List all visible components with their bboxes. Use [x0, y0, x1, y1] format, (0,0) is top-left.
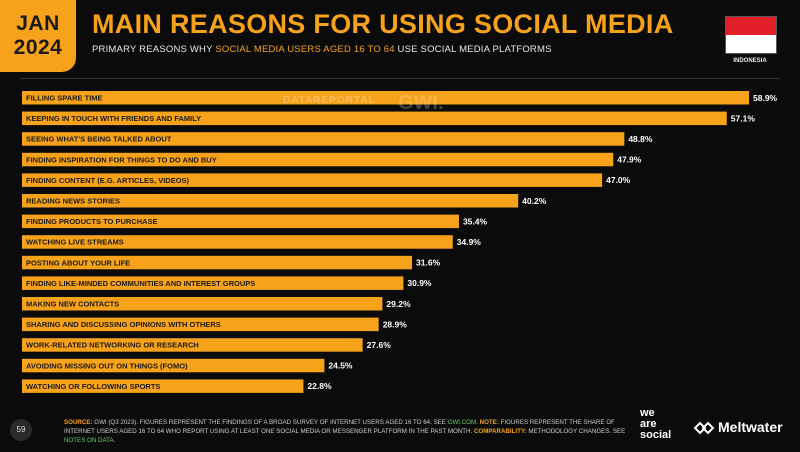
bar-value-label: 40.2% — [522, 196, 547, 206]
subtitle-pre: PRIMARY REASONS WHY — [92, 44, 216, 55]
bar-value-label: 27.6% — [367, 340, 392, 350]
note-label: NOTE: — [479, 419, 499, 426]
bar — [22, 276, 404, 290]
bar — [22, 132, 625, 146]
indonesia-flag-icon — [725, 16, 777, 54]
bar — [22, 194, 519, 208]
bar-category-label: KEEPING IN TOUCH WITH FRIENDS AND FAMILY — [26, 114, 201, 123]
source-label: SOURCE: — [64, 419, 93, 426]
bar-value-label: 22.8% — [307, 381, 332, 391]
bar-value-label: 24.5% — [328, 361, 353, 371]
bar-value-label: 35.4% — [463, 216, 488, 226]
meltwater-icon — [693, 421, 715, 435]
bar-category-label: SHARING AND DISCUSSING OPINIONS WITH OTH… — [26, 320, 221, 329]
date-badge: JAN 2024 — [0, 0, 76, 72]
bar-value-label: 57.1% — [731, 113, 756, 123]
bar-category-label: FILLING SPARE TIME — [26, 93, 103, 102]
country-label: INDONESIA — [733, 58, 767, 64]
bar-value-label: 47.0% — [606, 175, 631, 185]
bar — [22, 379, 304, 393]
brand1-line3: social — [640, 429, 672, 441]
bar-value-label: 48.8% — [628, 134, 653, 144]
bar-value-label: 58.9% — [753, 93, 778, 103]
page-subtitle: PRIMARY REASONS WHY SOCIAL MEDIA USERS A… — [92, 44, 552, 55]
bar-category-label: WATCHING LIVE STREAMS — [26, 238, 124, 247]
bar — [22, 91, 749, 105]
bar-category-label: WORK-RELATED NETWORKING OR RESEARCH — [26, 341, 199, 350]
bar — [22, 235, 453, 249]
bar-category-label: AVOIDING MISSING OUT ON THINGS (FOMO) — [26, 361, 188, 370]
bar — [22, 358, 325, 373]
source-link[interactable]: GWI.COM — [447, 419, 477, 426]
bar-category-label: READING NEWS STORIES — [26, 196, 120, 205]
bar — [22, 173, 603, 187]
we-are-social-logo: we are social — [640, 408, 671, 441]
bar — [22, 255, 413, 270]
bar — [22, 338, 363, 352]
meltwater-name: Meltwater — [718, 419, 783, 435]
comparability-text: METHODOLOGY CHANGES. SEE — [526, 428, 626, 435]
brand1-line1: we — [640, 407, 655, 419]
brand1-line2: are — [640, 418, 657, 430]
bar-category-label: WATCHING OR FOLLOWING SPORTS — [26, 382, 160, 391]
source-note: SOURCE: GWI (Q3 2023). FIGURES REPRESENT… — [64, 419, 626, 444]
bar-value-label: 28.9% — [383, 319, 408, 329]
watermark-datareportal: DATAREPORTAL — [283, 95, 376, 106]
date-year: 2024 — [13, 36, 63, 59]
note-text: FIGURES REPRESENT THE SHARE OF INTERNET … — [64, 419, 615, 435]
bar — [22, 152, 614, 167]
bar-category-label: SEEING WHAT'S BEING TALKED ABOUT — [26, 135, 172, 144]
bar-category-label: FINDING INSPIRATION FOR THINGS TO DO AND… — [26, 155, 217, 164]
date-month: JAN — [16, 12, 60, 35]
bar-value-label: 31.6% — [416, 258, 441, 268]
bar — [22, 214, 459, 229]
notes-on-data-link[interactable]: NOTES ON DATA — [64, 437, 114, 444]
bar-value-label: 30.9% — [407, 278, 432, 288]
source-text: GWI (Q3 2023). FIGURES REPRESENT THE FIN… — [92, 419, 448, 426]
bar-category-label: FINDING PRODUCTS TO PURCHASE — [26, 217, 158, 226]
watermark-gwi: GWI. — [398, 92, 444, 114]
bar-category-label: FINDING LIKE-MINDED COMMUNITIES AND INTE… — [26, 279, 255, 288]
subtitle-highlight: SOCIAL MEDIA USERS AGED 16 TO 64 — [215, 44, 395, 55]
bar-category-label: MAKING NEW CONTACTS — [26, 299, 119, 308]
bar-category-label: POSTING ABOUT YOUR LIFE — [26, 258, 130, 267]
subtitle-post: USE SOCIAL MEDIA PLATFORMS — [394, 44, 552, 55]
bar-value-label: 34.9% — [457, 237, 482, 247]
comparability-label: COMPARABILITY: — [473, 428, 527, 435]
bar-category-label: FINDING CONTENT (E.G. ARTICLES, VIDEOS) — [26, 176, 190, 185]
bar — [22, 317, 379, 332]
bar-value-label: 47.9% — [617, 155, 642, 165]
divider — [20, 78, 780, 79]
page-number: 59 — [10, 419, 32, 441]
page-title: MAIN REASONS FOR USING SOCIAL MEDIA — [92, 9, 674, 39]
bar — [22, 297, 383, 311]
bar-value-label: 29.2% — [386, 299, 411, 309]
bar — [22, 111, 727, 126]
meltwater-logo: Meltwater — [693, 419, 783, 435]
